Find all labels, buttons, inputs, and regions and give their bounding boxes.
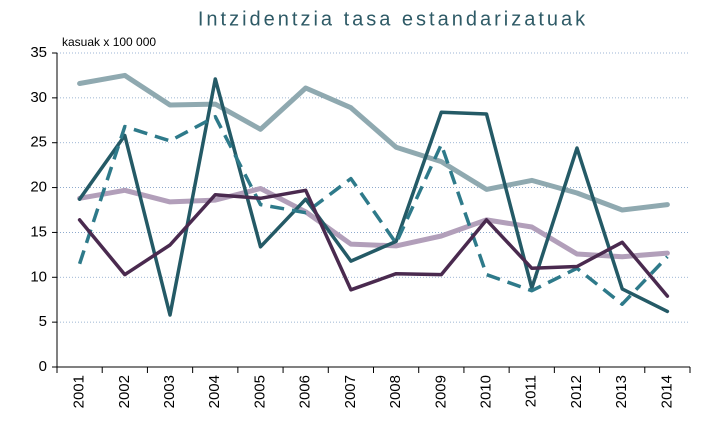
y-tick-label: 15 bbox=[30, 223, 47, 240]
series-line bbox=[77, 114, 669, 306]
x-tick-label: 2002 bbox=[116, 375, 133, 408]
series-line bbox=[77, 72, 670, 213]
x-tick-label: 2010 bbox=[478, 375, 495, 408]
series-line bbox=[77, 188, 670, 298]
x-tick-label: 2009 bbox=[432, 375, 449, 408]
x-tick-label: 2003 bbox=[161, 375, 178, 408]
x-tick-label: 2007 bbox=[342, 375, 359, 408]
chart-title: Intzidentzia tasa estandarizatuak bbox=[198, 8, 588, 30]
y-tick-label: 20 bbox=[30, 179, 47, 196]
y-tick-label: 0 bbox=[39, 358, 47, 375]
x-tick-label: 2006 bbox=[297, 375, 314, 408]
y-tick-label: 30 bbox=[30, 89, 47, 106]
x-tick-label: 2004 bbox=[206, 375, 223, 408]
y-axis-label: kasuak x 100 000 bbox=[62, 35, 156, 49]
y-tick-label: 10 bbox=[30, 268, 47, 285]
series-line bbox=[77, 77, 670, 317]
x-tick-label: 2008 bbox=[387, 375, 404, 408]
y-tick-label: 35 bbox=[30, 44, 47, 61]
x-tick-label: 2014 bbox=[658, 375, 675, 408]
x-tick-label: 2001 bbox=[71, 375, 88, 408]
x-tick-label: 2013 bbox=[613, 375, 630, 408]
series-line bbox=[77, 186, 670, 260]
y-tick-label: 5 bbox=[39, 313, 47, 330]
x-tick-label: 2011 bbox=[523, 375, 540, 407]
x-tick-label: 2012 bbox=[568, 375, 585, 408]
y-tick-label: 25 bbox=[30, 134, 47, 151]
x-tick-label: 2005 bbox=[251, 375, 268, 408]
